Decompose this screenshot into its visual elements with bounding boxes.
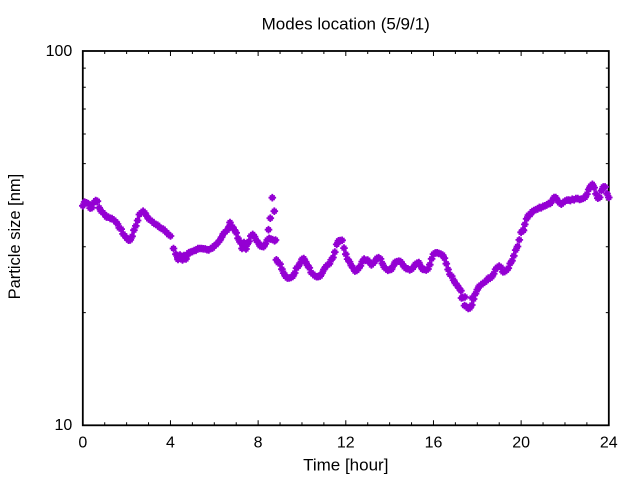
svg-text:24: 24 (600, 435, 618, 452)
svg-text:12: 12 (337, 435, 355, 452)
svg-text:16: 16 (425, 435, 443, 452)
svg-text:Particle size [nm]: Particle size [nm] (6, 174, 24, 300)
svg-text:20: 20 (512, 435, 530, 452)
svg-text:4: 4 (166, 435, 175, 452)
svg-text:Modes location (5/9/1): Modes location (5/9/1) (262, 15, 430, 34)
svg-text:8: 8 (254, 435, 263, 452)
svg-text:10: 10 (55, 417, 73, 434)
svg-text:Time [hour]: Time [hour] (303, 456, 388, 475)
svg-text:0: 0 (78, 435, 87, 452)
svg-text:100: 100 (46, 43, 73, 60)
